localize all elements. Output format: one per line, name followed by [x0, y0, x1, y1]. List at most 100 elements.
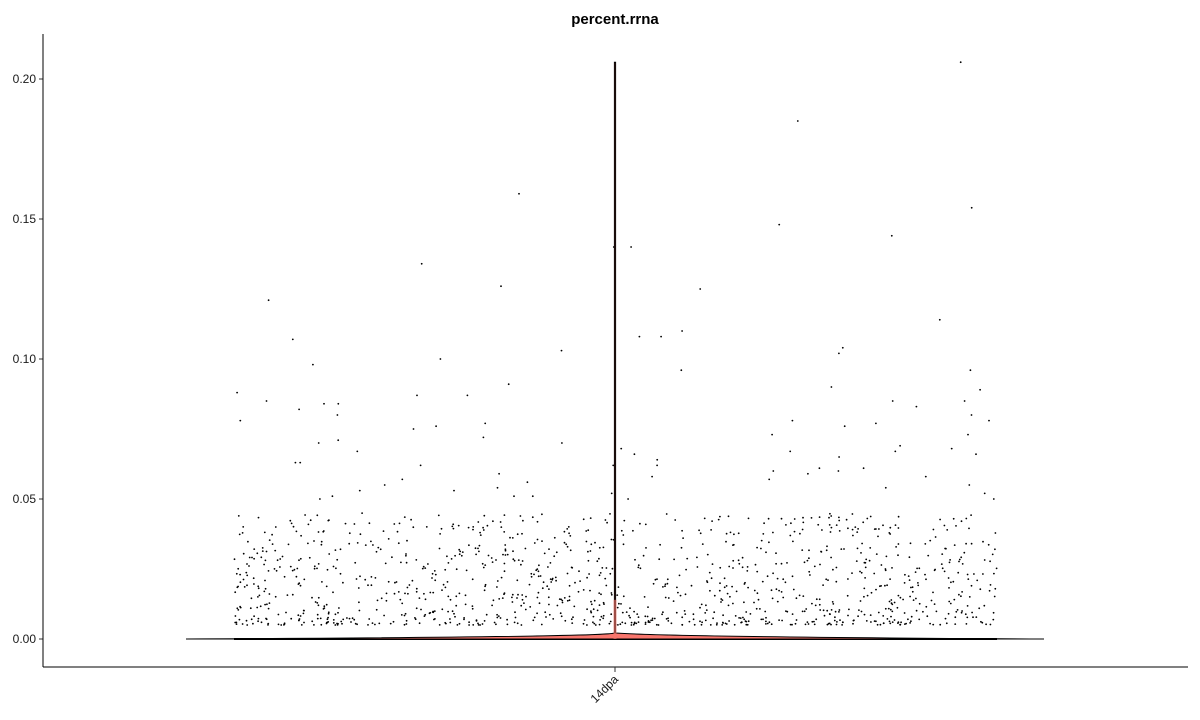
- data-point: [444, 586, 447, 589]
- data-point: [960, 595, 962, 598]
- data-point: [605, 584, 608, 587]
- data-point: [258, 594, 261, 597]
- data-point: [307, 542, 309, 545]
- data-point: [834, 610, 837, 613]
- data-point: [644, 623, 647, 625]
- data-point: [809, 574, 811, 576]
- data-point: [521, 598, 524, 601]
- data-point: [910, 615, 913, 618]
- data-point: [991, 553, 994, 556]
- data-point: [475, 553, 477, 556]
- data-point: [431, 572, 434, 575]
- data-point: [891, 610, 894, 613]
- data-point: [785, 610, 787, 612]
- data-point: [466, 394, 469, 397]
- data-point: [889, 578, 891, 580]
- data-point: [594, 624, 597, 626]
- data-point: [828, 613, 831, 615]
- data-point: [922, 610, 924, 613]
- data-point: [594, 541, 596, 544]
- data-point: [548, 603, 550, 606]
- data-point: [852, 534, 854, 537]
- data-point: [880, 585, 882, 587]
- data-point: [482, 526, 484, 529]
- data-point: [832, 568, 834, 571]
- data-point: [802, 595, 805, 597]
- data-point: [563, 541, 566, 544]
- data-point: [496, 486, 499, 489]
- data-point: [685, 568, 687, 571]
- data-point: [754, 563, 757, 566]
- data-point: [826, 623, 829, 626]
- data-point: [743, 618, 746, 621]
- data-point: [451, 525, 454, 528]
- data-point: [256, 552, 259, 555]
- data-point: [684, 613, 687, 615]
- data-point: [737, 532, 740, 535]
- data-point: [637, 616, 640, 618]
- data-point: [533, 616, 536, 619]
- data-point: [321, 581, 323, 583]
- data-point: [311, 596, 313, 599]
- data-point: [438, 547, 441, 550]
- data-point: [590, 611, 593, 614]
- data-point: [415, 559, 418, 561]
- data-point: [728, 620, 730, 622]
- data-point: [477, 521, 480, 523]
- data-point: [334, 549, 337, 551]
- data-point: [610, 613, 613, 616]
- data-point: [447, 562, 450, 564]
- data-point: [313, 540, 315, 542]
- data-point: [520, 604, 523, 607]
- data-point: [656, 458, 659, 461]
- y-tick-label: 0.15: [13, 212, 37, 226]
- data-point: [405, 561, 408, 564]
- data-point: [335, 567, 337, 570]
- data-point: [831, 601, 834, 603]
- data-point: [332, 622, 335, 624]
- data-point: [732, 543, 735, 546]
- data-point: [909, 622, 911, 624]
- data-point: [348, 542, 351, 545]
- data-point: [870, 591, 873, 594]
- data-point: [910, 586, 912, 589]
- data-point: [303, 621, 305, 624]
- data-point: [863, 595, 865, 598]
- data-point: [531, 516, 534, 519]
- data-point: [547, 596, 550, 599]
- data-point: [253, 615, 256, 618]
- data-point: [364, 544, 367, 546]
- data-point: [989, 584, 992, 586]
- data-point: [504, 554, 507, 556]
- data-point: [433, 610, 436, 612]
- data-point: [450, 558, 453, 560]
- data-point: [248, 565, 250, 567]
- data-point: [438, 624, 441, 626]
- data-point: [484, 585, 486, 588]
- data-point: [879, 623, 882, 626]
- data-point: [635, 622, 638, 625]
- data-point: [818, 603, 821, 606]
- data-point: [961, 610, 963, 612]
- data-point: [653, 617, 656, 620]
- data-point: [742, 616, 744, 619]
- data-point: [239, 606, 242, 609]
- data-point: [320, 623, 323, 626]
- data-point: [283, 575, 286, 578]
- data-point: [538, 602, 541, 605]
- data-point: [239, 419, 242, 422]
- data-point: [789, 450, 792, 453]
- x-tick-label: 14dpa: [588, 672, 622, 706]
- data-point: [271, 543, 274, 545]
- data-point: [681, 624, 684, 626]
- data-point: [639, 522, 641, 525]
- data-point: [891, 621, 894, 623]
- data-point: [623, 519, 626, 522]
- data-point: [634, 558, 636, 561]
- data-point: [639, 567, 642, 570]
- data-point: [667, 597, 670, 599]
- data-point: [264, 559, 267, 562]
- data-point: [805, 608, 808, 610]
- data-point: [746, 623, 749, 626]
